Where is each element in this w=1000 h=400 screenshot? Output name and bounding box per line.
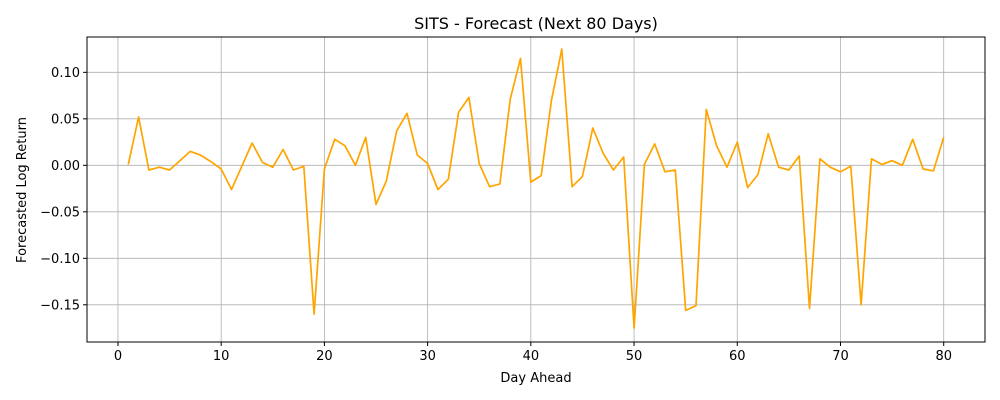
y-tick-label: −0.05 bbox=[40, 205, 80, 220]
forecast-series-line bbox=[127, 48, 945, 329]
x-tick-label: 20 bbox=[316, 349, 333, 364]
y-tick-label: 0.00 bbox=[51, 159, 80, 174]
x-tick-label: 30 bbox=[419, 349, 436, 364]
x-tick-label: 0 bbox=[114, 349, 122, 364]
chart-title: SITS - Forecast (Next 80 Days) bbox=[414, 14, 658, 33]
x-tick-label: 10 bbox=[213, 349, 230, 364]
plot-frame bbox=[86, 36, 986, 343]
x-tick-label: 50 bbox=[626, 349, 643, 364]
y-axis-ticks: −0.15 −0.10 −0.05 0.00 0.05 0.10 bbox=[40, 66, 87, 313]
series-layer bbox=[127, 48, 945, 329]
x-axis-ticks: 0 10 20 30 40 50 60 70 80 bbox=[114, 342, 952, 364]
y-tick-label: −0.15 bbox=[40, 298, 80, 313]
y-tick-label: 0.05 bbox=[51, 112, 80, 127]
x-tick-label: 80 bbox=[935, 349, 952, 364]
y-tick-label: −0.10 bbox=[40, 252, 80, 267]
x-tick-label: 70 bbox=[832, 349, 849, 364]
x-tick-label: 60 bbox=[729, 349, 746, 364]
grid-lines bbox=[87, 37, 985, 342]
x-tick-label: 40 bbox=[523, 349, 540, 364]
x-axis-label: Day Ahead bbox=[500, 371, 571, 386]
y-axis-label: Forecasted Log Return bbox=[15, 117, 30, 263]
y-tick-label: 0.10 bbox=[51, 66, 80, 81]
